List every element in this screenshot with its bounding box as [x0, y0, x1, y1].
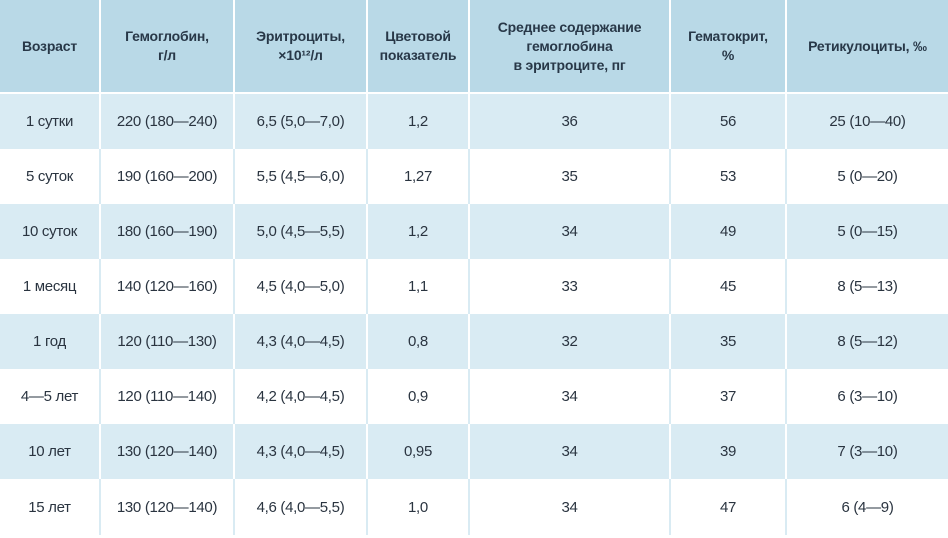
cell-hematocrit: 53: [670, 149, 787, 204]
cell-color-index: 1,0: [367, 479, 470, 535]
cell-mch: 32: [469, 314, 671, 369]
cell-erythrocytes: 4,6 (4,0—5,5): [234, 479, 368, 535]
cell-hemoglobin: 120 (110—130): [100, 314, 235, 369]
cell-erythrocytes: 4,5 (4,0—5,0): [234, 259, 368, 314]
table-row: 5 суток 190 (160—200) 5,5 (4,5—6,0) 1,27…: [0, 149, 948, 204]
cell-hematocrit: 49: [670, 204, 787, 259]
cell-color-index: 0,9: [367, 369, 470, 424]
cell-age: 15 лет: [0, 479, 101, 535]
cell-mch: 34: [469, 424, 671, 479]
cell-erythrocytes: 4,3 (4,0—4,5): [234, 314, 368, 369]
cell-age: 1 месяц: [0, 259, 101, 314]
cell-age: 1 год: [0, 314, 101, 369]
cell-reticulocytes: 8 (5—13): [786, 259, 948, 314]
cell-reticulocytes: 5 (0—15): [786, 204, 948, 259]
cell-reticulocytes: 6 (3—10): [786, 369, 948, 424]
cell-hemoglobin: 190 (160—200): [100, 149, 235, 204]
cell-erythrocytes: 5,0 (4,5—5,5): [234, 204, 368, 259]
cell-reticulocytes: 6 (4—9): [786, 479, 948, 535]
cell-color-index: 0,95: [367, 424, 470, 479]
cell-mch: 34: [469, 204, 671, 259]
cell-hemoglobin: 120 (110—140): [100, 369, 235, 424]
header-mch: Среднее содержание гемоглобина в эритроц…: [469, 0, 671, 94]
cell-hematocrit: 39: [670, 424, 787, 479]
cell-mch: 35: [469, 149, 671, 204]
cell-hematocrit: 35: [670, 314, 787, 369]
header-reticulocytes: Ретикулоциты, ‰: [786, 0, 948, 94]
table-row: 1 месяц 140 (120—160) 4,5 (4,0—5,0) 1,1 …: [0, 259, 948, 314]
cell-hematocrit: 47: [670, 479, 787, 535]
header-hemoglobin: Гемоглобин, г/л: [100, 0, 235, 94]
header-row: Возраст Гемоглобин, г/л Эритроциты, ×10¹…: [0, 0, 948, 94]
cell-reticulocytes: 7 (3—10): [786, 424, 948, 479]
cell-reticulocytes: 25 (10—40): [786, 93, 948, 149]
cell-age: 10 лет: [0, 424, 101, 479]
cell-mch: 36: [469, 93, 671, 149]
table-row: 4—5 лет 120 (110—140) 4,2 (4,0—4,5) 0,9 …: [0, 369, 948, 424]
table-row: 10 суток 180 (160—190) 5,0 (4,5—5,5) 1,2…: [0, 204, 948, 259]
cell-reticulocytes: 5 (0—20): [786, 149, 948, 204]
cell-age: 5 суток: [0, 149, 101, 204]
cell-age: 10 суток: [0, 204, 101, 259]
cell-color-index: 0,8: [367, 314, 470, 369]
cell-hemoglobin: 140 (120—160): [100, 259, 235, 314]
cell-hemoglobin: 220 (180—240): [100, 93, 235, 149]
table-row: 10 лет 130 (120—140) 4,3 (4,0—4,5) 0,95 …: [0, 424, 948, 479]
cell-mch: 34: [469, 369, 671, 424]
header-color-index: Цветовой показатель: [367, 0, 470, 94]
cell-hemoglobin: 130 (120—140): [100, 424, 235, 479]
header-hematocrit: Гематокрит, %: [670, 0, 787, 94]
cell-hematocrit: 37: [670, 369, 787, 424]
cell-hemoglobin: 180 (160—190): [100, 204, 235, 259]
cell-mch: 34: [469, 479, 671, 535]
table-row: 1 сутки 220 (180—240) 6,5 (5,0—7,0) 1,2 …: [0, 93, 948, 149]
cell-color-index: 1,2: [367, 204, 470, 259]
cell-reticulocytes: 8 (5—12): [786, 314, 948, 369]
header-age: Возраст: [0, 0, 101, 94]
cell-mch: 33: [469, 259, 671, 314]
cell-age: 4—5 лет: [0, 369, 101, 424]
cell-color-index: 1,1: [367, 259, 470, 314]
table-row: 1 год 120 (110—130) 4,3 (4,0—4,5) 0,8 32…: [0, 314, 948, 369]
cell-erythrocytes: 6,5 (5,0—7,0): [234, 93, 368, 149]
cell-hematocrit: 56: [670, 93, 787, 149]
header-erythrocytes: Эритроциты, ×10¹²/л: [234, 0, 368, 94]
cell-color-index: 1,27: [367, 149, 470, 204]
cell-erythrocytes: 4,2 (4,0—4,5): [234, 369, 368, 424]
cell-age: 1 сутки: [0, 93, 101, 149]
cell-erythrocytes: 5,5 (4,5—6,0): [234, 149, 368, 204]
cell-hemoglobin: 130 (120—140): [100, 479, 235, 535]
cell-color-index: 1,2: [367, 93, 470, 149]
table-row: 15 лет 130 (120—140) 4,6 (4,0—5,5) 1,0 3…: [0, 479, 948, 535]
cell-hematocrit: 45: [670, 259, 787, 314]
cell-erythrocytes: 4,3 (4,0—4,5): [234, 424, 368, 479]
